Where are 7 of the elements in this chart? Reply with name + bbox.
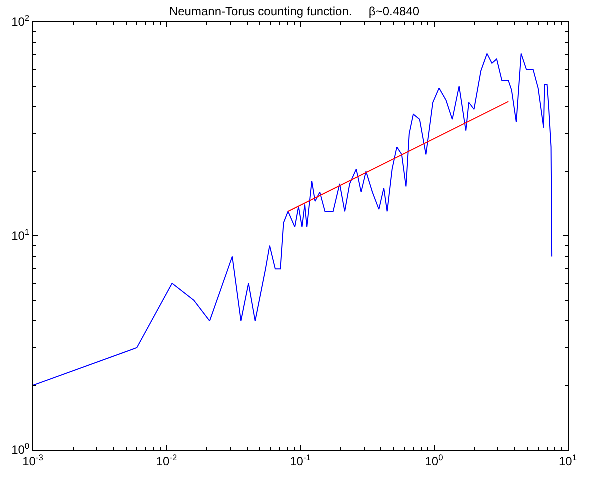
x-tick-label: 10$^{-1}$ (290, 452, 312, 468)
x-tick-label: 10$^{-2}$ (156, 452, 178, 468)
y-tick-label: 10$^{2}$ (12, 13, 30, 30)
chart-title: Neumann-Torus counting function. β~0.4840 (169, 4, 420, 19)
x-tick-label: 10$^{1}$ (558, 452, 578, 468)
y-tick-label: 10$^{1}$ (12, 227, 30, 244)
x-tick-label: 10$^{0}$ (425, 452, 444, 468)
